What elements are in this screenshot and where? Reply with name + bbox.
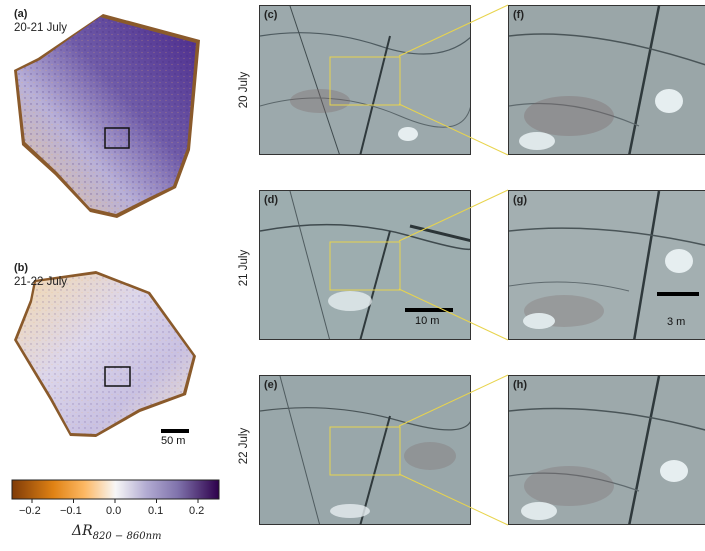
colorbar-label: ΔR820 − 860nm: [72, 523, 162, 542]
map-scalebar-label: 50 m: [161, 435, 186, 447]
photo-h: (h): [508, 375, 705, 525]
photo-g-label: (g): [513, 194, 528, 206]
colorbar-tick: −0.1: [60, 505, 82, 517]
colorbar-tick: 0.0: [106, 505, 122, 517]
colorbar-tick: −0.2: [19, 505, 41, 517]
colorbar-tick: 0.1: [148, 505, 164, 517]
panel-a-dates: 20-21 July: [14, 22, 68, 34]
map-scalebar: [161, 429, 189, 433]
photo-g: (g) 3 m: [508, 190, 705, 340]
colorbar-ticks: [31, 499, 199, 503]
photo-e-zoom-box: [329, 426, 401, 476]
map-b: [14, 271, 196, 437]
photo-f: (f): [508, 5, 705, 155]
zoom-scalebar: [657, 292, 699, 296]
photo-e: (e): [259, 375, 471, 525]
photo-d-label: (d): [264, 194, 279, 206]
photo-f-label: (f): [513, 9, 524, 21]
zoom-scalebar-label: 3 m: [667, 316, 686, 328]
panel-b-dates: 21-22 July: [14, 276, 68, 288]
photo-d-zoom-box: [329, 241, 401, 291]
wide-scalebar: [405, 308, 453, 312]
photo-e-label: (e): [264, 379, 278, 391]
map-b-region-box: [104, 366, 131, 387]
colorbar-tick: 0.2: [189, 505, 205, 517]
map-a: [14, 14, 200, 218]
photo-d: (d) 10 m: [259, 190, 471, 340]
photo-c: (c): [259, 5, 471, 155]
panel-b-label: (b): [14, 262, 29, 274]
panel-a-label: (a): [14, 8, 28, 20]
wide-scalebar-label: 10 m: [415, 315, 440, 327]
map-a-region-box: [104, 127, 130, 149]
photo-c-zoom-box: [329, 56, 401, 106]
photo-h-label: (h): [513, 379, 528, 391]
difference-maps: [11, 14, 220, 503]
photo-c-label: (c): [264, 9, 278, 21]
